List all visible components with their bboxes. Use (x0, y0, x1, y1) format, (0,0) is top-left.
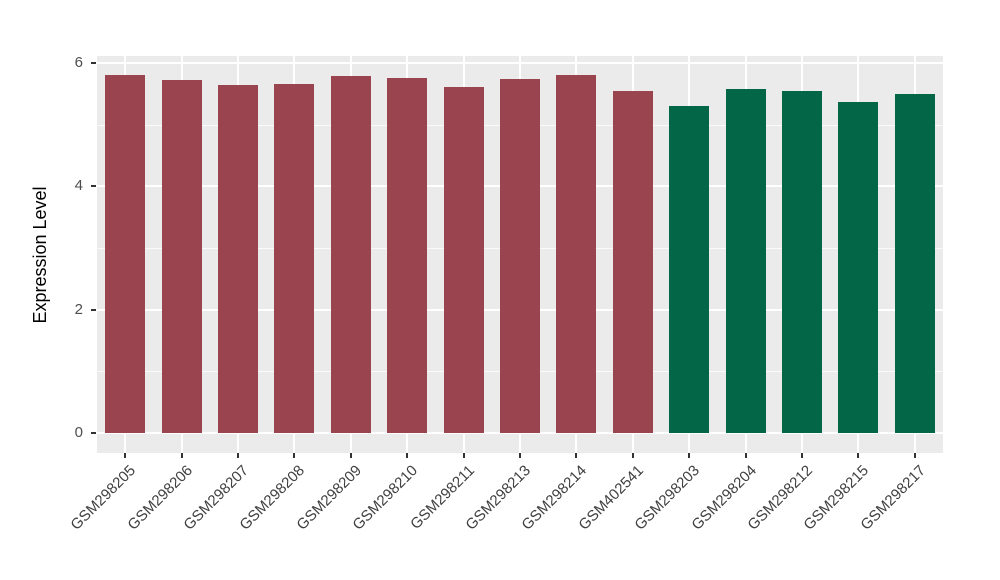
x-tick-mark (180, 453, 183, 458)
x-tick-mark (913, 453, 916, 458)
bar-GSM298215 (838, 102, 879, 433)
x-tick-mark (237, 453, 239, 458)
x-tick-label-GSM298207: GSM298207 (180, 462, 253, 534)
bar-GSM298212 (782, 90, 822, 433)
y-tick-label: 2 (74, 300, 83, 318)
y-tick-mark (91, 61, 96, 64)
bar-GSM298204 (725, 89, 766, 433)
x-tick-mark (744, 453, 747, 458)
x-tick-label-GSM298206: GSM298206 (124, 462, 196, 534)
x-tick-label-GSM298209: GSM298209 (293, 462, 365, 534)
x-tick-mark (462, 453, 465, 458)
bar-GSM298207 (218, 85, 258, 433)
x-tick-mark (857, 453, 860, 458)
x-tick-mark (688, 453, 691, 458)
y-tick-label: 6 (74, 53, 83, 71)
y-tick-label: 4 (74, 177, 83, 195)
x-tick-label-GSM298210: GSM298210 (349, 462, 422, 534)
x-tick-label-GSM298211: GSM298211 (406, 462, 478, 533)
y-tick-mark (91, 185, 96, 188)
y-tick-mark (91, 432, 96, 434)
bar-GSM298208 (274, 83, 315, 433)
x-tick-mark (349, 453, 352, 458)
plot-panel (97, 56, 943, 453)
x-tick-mark (124, 453, 127, 458)
x-tick-mark (575, 453, 578, 458)
bar-GSM298205 (105, 74, 146, 433)
bar-GSM298210 (387, 78, 428, 433)
y-tick-label: 0 (74, 424, 83, 441)
x-tick-label-GSM402541: GSM402541 (575, 462, 647, 534)
bar-GSM298214 (556, 74, 597, 433)
bar-GSM298211 (443, 86, 484, 433)
x-tick-label-GSM298215: GSM298215 (800, 462, 873, 534)
bar-GSM298213 (500, 78, 540, 433)
x-tick-mark (406, 453, 409, 458)
bar-GSM298217 (894, 94, 935, 433)
y-tick-mark (91, 308, 96, 311)
x-tick-mark (631, 453, 634, 458)
bar-GSM298206 (161, 80, 202, 433)
x-tick-label-GSM298217: GSM298217 (857, 462, 929, 534)
bar-GSM298203 (669, 105, 710, 433)
x-tick-mark (801, 453, 803, 458)
x-tick-label-GSM298212: GSM298212 (744, 462, 817, 534)
x-tick-label-GSM298214: GSM298214 (518, 462, 591, 534)
x-tick-label-GSM298204: GSM298204 (688, 462, 760, 534)
x-tick-label-GSM298205: GSM298205 (67, 462, 140, 534)
bar-GSM298209 (330, 75, 371, 433)
bar-GSM402541 (612, 91, 653, 433)
x-tick-label-GSM298213: GSM298213 (462, 462, 535, 534)
y-axis-title: Expression Level (30, 186, 50, 324)
x-tick-mark (293, 453, 296, 458)
x-tick-label-GSM298203: GSM298203 (631, 462, 704, 534)
x-tick-label-GSM298208: GSM298208 (236, 462, 309, 534)
x-tick-mark (519, 453, 521, 458)
